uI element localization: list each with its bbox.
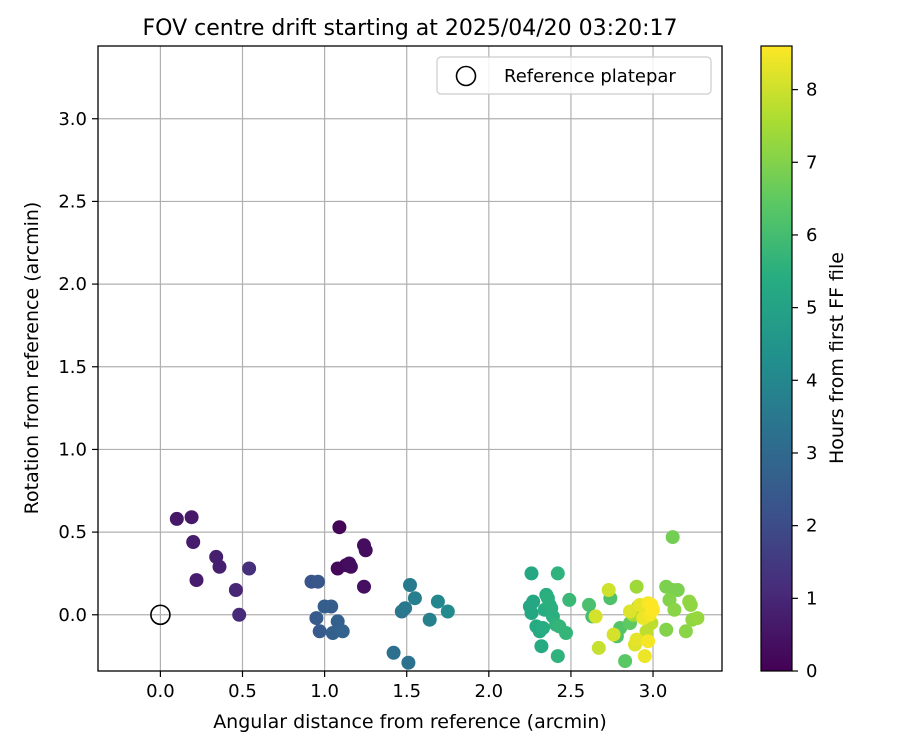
data-point (386, 645, 401, 660)
data-point (559, 626, 573, 640)
colorbar-tick-label: 7 (806, 152, 817, 173)
legend-marker-icon (455, 65, 477, 87)
x-tick-label: 2.0 (475, 681, 504, 702)
colorbar-tick-label: 1 (806, 588, 817, 609)
data-point (242, 561, 257, 576)
x-tick-label: 3.0 (639, 681, 668, 702)
colorbar-tick-label: 5 (806, 298, 817, 319)
y-tick-label: 2.0 (58, 274, 87, 295)
data-point (212, 559, 227, 574)
reference-platepar-marker (150, 604, 171, 626)
data-points (169, 510, 705, 670)
colorbar-gradient (760, 45, 793, 672)
x-tick-label: 1.5 (392, 681, 421, 702)
grid (98, 46, 722, 671)
data-point (591, 640, 606, 655)
data-point (309, 611, 324, 626)
x-tick-label: 0.0 (146, 681, 175, 702)
data-point (683, 597, 698, 612)
colorbar: 0 1 2 3 4 5 6 7 8 Hours from first FF file (760, 45, 848, 682)
data-point (550, 649, 565, 664)
y-axis-ticks: 0.0 0.5 1.0 1.5 2.0 2.5 3.0 (58, 109, 98, 626)
y-tick-label: 0.5 (58, 522, 87, 543)
data-point (562, 592, 577, 607)
data-point (667, 602, 682, 617)
colorbar-tick-label: 8 (806, 80, 817, 101)
data-point (536, 621, 550, 635)
colorbar-tick-label: 2 (806, 516, 817, 537)
data-point (582, 597, 596, 612)
data-point (601, 583, 616, 597)
data-point (646, 602, 660, 617)
data-point (670, 583, 685, 597)
y-axis-label: Rotation from reference (arcmin) (21, 202, 43, 515)
data-point (629, 632, 644, 647)
data-point (184, 510, 199, 525)
data-point (186, 535, 201, 549)
data-point (524, 606, 539, 621)
data-point (343, 559, 358, 574)
x-tick-label: 1.0 (310, 681, 339, 702)
x-axis-label: Angular distance from reference (arcmin) (213, 711, 607, 733)
data-point (189, 573, 204, 588)
data-point (407, 591, 422, 606)
data-point (357, 579, 371, 594)
data-point (665, 530, 680, 545)
data-point (659, 622, 674, 637)
colorbar-ticks: 0 1 2 3 4 5 6 7 8 (792, 80, 817, 682)
colorbar-tick-label: 4 (806, 370, 817, 391)
data-point (228, 583, 243, 597)
data-point (324, 599, 339, 614)
data-point (403, 578, 417, 592)
colorbar-label: Hours from first FF file (826, 252, 848, 464)
legend-label: Reference platepar (504, 66, 676, 87)
x-axis-ticks: 0.0 0.5 1.0 1.5 2.0 2.5 3.0 (146, 671, 667, 702)
x-tick-label: 0.5 (228, 681, 257, 702)
legend: Reference platepar (436, 56, 712, 95)
data-point (169, 511, 184, 526)
data-point (637, 649, 652, 664)
legend-box (436, 56, 712, 95)
y-tick-label: 0.0 (58, 605, 87, 626)
data-point (641, 634, 656, 649)
colorbar-tick-label: 3 (806, 443, 817, 464)
data-point (606, 627, 621, 642)
data-point (550, 566, 565, 581)
y-tick-label: 1.5 (58, 357, 87, 378)
data-point (588, 609, 603, 624)
data-point (618, 654, 633, 669)
data-point (524, 566, 539, 581)
data-point (312, 624, 327, 639)
data-point (232, 607, 247, 622)
x-tick-label: 2.5 (557, 681, 586, 702)
data-point (526, 594, 541, 609)
data-point (629, 579, 644, 594)
data-point (335, 624, 350, 639)
colorbar-tick-label: 6 (806, 225, 817, 246)
data-point (358, 543, 373, 558)
data-point (678, 624, 693, 639)
data-point (398, 601, 413, 616)
data-point (440, 604, 455, 619)
data-point (690, 611, 705, 626)
data-point (623, 604, 637, 619)
chart-title: FOV centre drift starting at 2025/04/20 … (143, 16, 678, 41)
data-point (332, 520, 347, 535)
y-tick-label: 1.0 (58, 439, 87, 460)
y-tick-label: 3.0 (58, 109, 87, 130)
data-point (401, 655, 416, 670)
data-point (430, 594, 445, 609)
data-point (311, 574, 325, 589)
y-tick-label: 2.5 (58, 191, 87, 212)
colorbar-tick-label: 0 (806, 661, 817, 682)
plot-frame (97, 45, 723, 672)
data-point (422, 612, 437, 627)
data-point (534, 639, 549, 654)
